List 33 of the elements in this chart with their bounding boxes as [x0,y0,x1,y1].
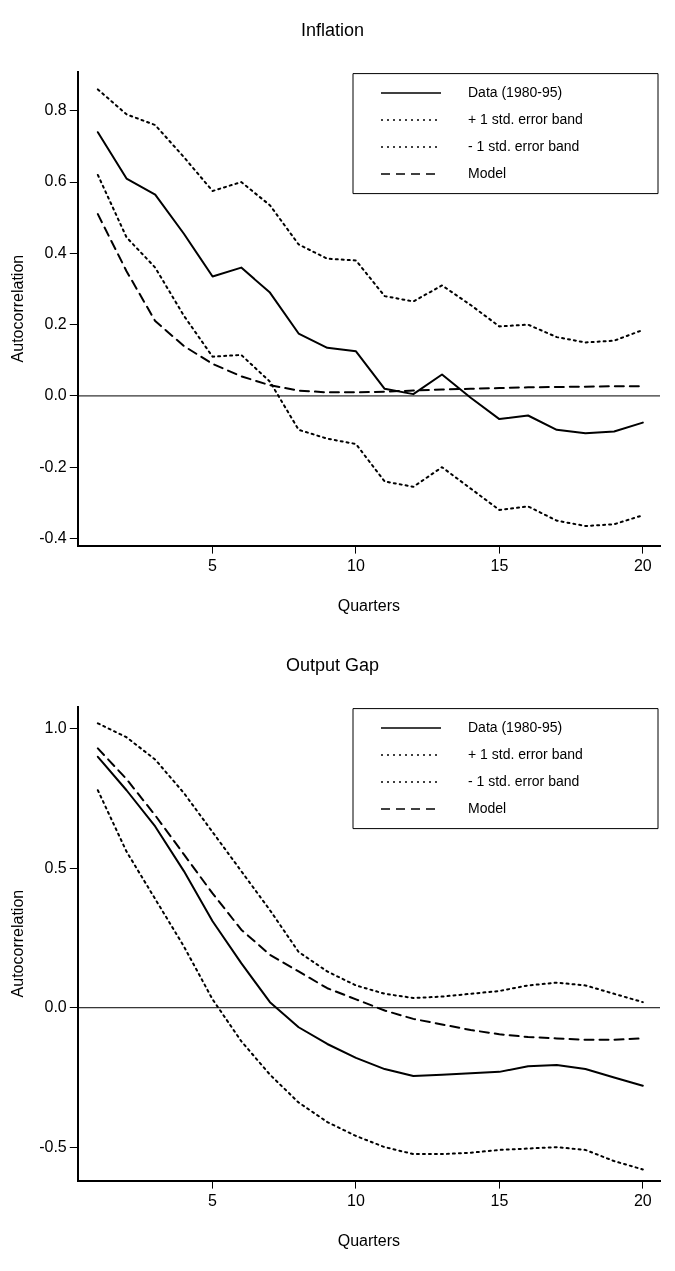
legend-label: + 1 std. error band [468,110,583,127]
y-tick-label: 0.0 [44,386,67,404]
y-tick-label: 0.2 [44,315,67,333]
y-tick-label: 0.5 [44,858,67,876]
y-tick-label: -0.4 [39,528,67,546]
y-tick-label: 0.0 [44,998,67,1016]
legend-label: - 1 std. error band [468,137,580,154]
x-tick-label: 20 [633,556,652,574]
legend-label: + 1 std. error band [468,745,583,762]
y-tick-label: -0.2 [39,457,67,475]
y-tick-label: 0.6 [44,172,67,190]
x-tick-label: 15 [490,556,509,574]
y-axis-title: Autocorrelation [9,254,27,363]
x-tick-label: 20 [633,1191,652,1209]
y-tick-label: 0.8 [44,101,67,119]
x-axis-title: Quarters [337,596,401,614]
x-tick-label: 15 [490,1191,509,1209]
legend-label: Model [468,164,507,181]
x-tick-label: 5 [208,1191,218,1209]
legend-label: Model [468,799,507,816]
x-tick-label: 5 [208,556,218,574]
y-tick-label: 0.4 [44,243,67,261]
y-tick-label: -0.5 [39,1137,67,1155]
x-axis-title: Quarters [337,1231,401,1249]
x-tick-label: 10 [347,556,365,574]
x-tick-label: 10 [347,1191,365,1209]
chart-title: Output Gap [285,654,380,675]
chart-title: Inflation [300,19,365,40]
y-tick-label: 1.0 [44,719,67,737]
legend-label: - 1 std. error band [468,772,580,789]
y-axis-title: Autocorrelation [9,889,27,998]
legend-label: Data (1980-95) [468,83,563,100]
legend-label: Data (1980-95) [468,718,563,735]
